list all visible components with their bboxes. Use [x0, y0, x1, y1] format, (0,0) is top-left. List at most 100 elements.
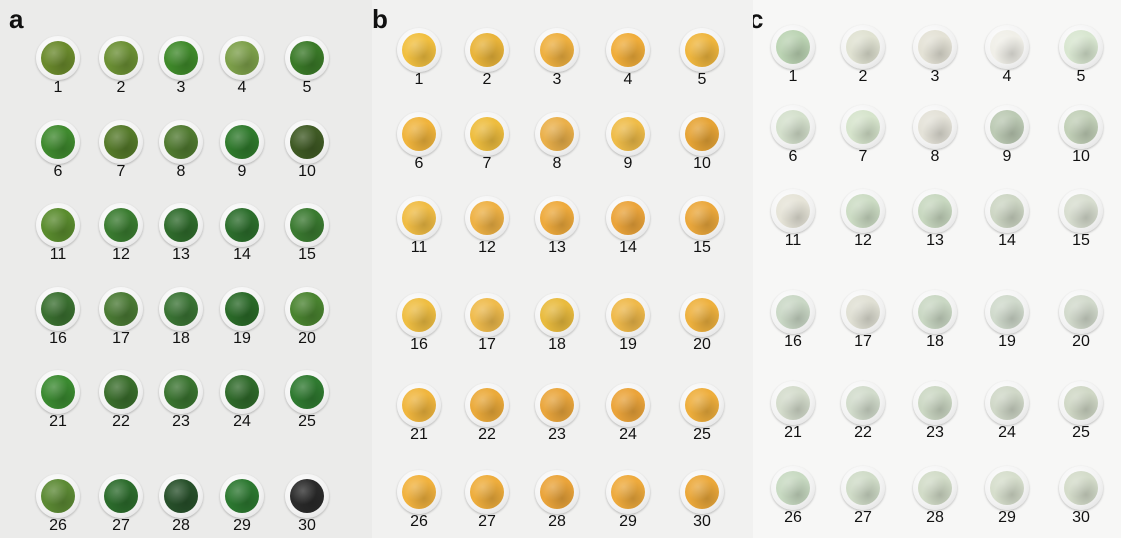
petri-dish	[99, 120, 143, 164]
sample-dish-22: 22	[841, 381, 885, 441]
petri-dish	[606, 196, 650, 240]
petri-dish	[680, 28, 724, 72]
pigment-powder	[225, 208, 259, 242]
sample-dish-5: 5	[680, 28, 724, 88]
pigment-powder	[540, 117, 574, 151]
sample-number: 18	[548, 336, 566, 353]
sample-dish-28: 28	[535, 470, 579, 530]
sample-dish-18: 18	[913, 290, 957, 350]
pigment-powder	[611, 298, 645, 332]
petri-dish	[535, 293, 579, 337]
sample-dish-30: 30	[680, 470, 724, 530]
petri-dish	[985, 105, 1029, 149]
sample-number: 3	[176, 79, 186, 96]
sample-dish-24: 24	[985, 381, 1029, 441]
pigment-powder	[41, 125, 75, 159]
sample-dish-27: 27	[99, 474, 143, 534]
sample-number: 4	[237, 79, 247, 96]
pigment-powder	[540, 475, 574, 509]
pigment-powder	[846, 30, 880, 64]
sample-number: 8	[176, 163, 186, 180]
petri-dish	[606, 470, 650, 514]
pigment-powder	[1064, 194, 1098, 228]
petri-dish	[285, 287, 329, 331]
sample-number: 27	[854, 509, 872, 526]
petri-dish	[159, 474, 203, 518]
petri-dish	[1059, 25, 1103, 69]
sample-dish-12: 12	[99, 203, 143, 263]
sample-dish-4: 4	[985, 25, 1029, 85]
sample-number: 19	[998, 333, 1016, 350]
sample-number: 2	[116, 79, 126, 96]
sample-number: 30	[1072, 509, 1090, 526]
petri-dish	[397, 293, 441, 337]
sample-number: 27	[478, 513, 496, 530]
sample-number: 22	[854, 424, 872, 441]
petri-dish	[397, 28, 441, 72]
sample-dish-26: 26	[36, 474, 80, 534]
petri-dish	[397, 196, 441, 240]
petri-dish	[36, 474, 80, 518]
petri-dish	[535, 383, 579, 427]
petri-dish	[771, 466, 815, 510]
sample-dish-23: 23	[535, 383, 579, 443]
petri-dish	[771, 381, 815, 425]
panel-label: b	[372, 4, 388, 34]
petri-dish	[841, 105, 885, 149]
sample-number: 11	[410, 239, 428, 256]
sample-dish-10: 10	[680, 112, 724, 172]
pigment-powder	[402, 33, 436, 67]
sample-dish-15: 15	[285, 203, 329, 263]
pigment-powder	[164, 479, 198, 513]
sample-dish-6: 6	[771, 105, 815, 165]
petri-dish	[397, 383, 441, 427]
sample-number: 22	[478, 426, 496, 443]
sample-dish-9: 9	[985, 105, 1029, 165]
pigment-powder	[225, 41, 259, 75]
petri-dish	[1059, 290, 1103, 334]
sample-number: 3	[930, 68, 940, 85]
pigment-powder	[990, 295, 1024, 329]
sample-number: 16	[784, 333, 802, 350]
sample-dish-7: 7	[99, 120, 143, 180]
sample-number: 4	[1002, 68, 1012, 85]
pigment-powder	[104, 208, 138, 242]
pigment-powder	[470, 298, 504, 332]
pigment-powder	[104, 41, 138, 75]
petri-dish	[220, 203, 264, 247]
sample-dish-14: 14	[220, 203, 264, 263]
petri-dish	[220, 370, 264, 414]
sample-number: 7	[858, 148, 868, 165]
sample-dish-9: 9	[606, 112, 650, 172]
pigment-powder	[990, 110, 1024, 144]
petri-dish	[465, 196, 509, 240]
petri-dish	[397, 112, 441, 156]
petri-dish	[465, 383, 509, 427]
sample-dish-22: 22	[465, 383, 509, 443]
petri-dish	[680, 196, 724, 240]
sample-dish-20: 20	[1059, 290, 1103, 350]
pigment-powder	[918, 471, 952, 505]
sample-number: 9	[237, 163, 247, 180]
pigment-powder	[846, 386, 880, 420]
petri-dish	[99, 36, 143, 80]
pigment-powder	[776, 471, 810, 505]
sample-dish-12: 12	[465, 196, 509, 256]
petri-dish	[465, 112, 509, 156]
petri-dish	[285, 370, 329, 414]
petri-dish	[535, 28, 579, 72]
petri-dish	[841, 25, 885, 69]
pigment-powder	[685, 33, 719, 67]
pigment-powder	[164, 41, 198, 75]
sample-dish-30: 30	[285, 474, 329, 534]
sample-number: 19	[233, 330, 251, 347]
pigment-powder	[611, 388, 645, 422]
pigment-powder	[470, 388, 504, 422]
pigment-powder	[41, 375, 75, 409]
pigment-powder	[290, 208, 324, 242]
sample-dish-4: 4	[220, 36, 264, 96]
petri-dish	[220, 287, 264, 331]
sample-dish-10: 10	[1059, 105, 1103, 165]
sample-number: 9	[1002, 148, 1012, 165]
petri-dish	[913, 466, 957, 510]
